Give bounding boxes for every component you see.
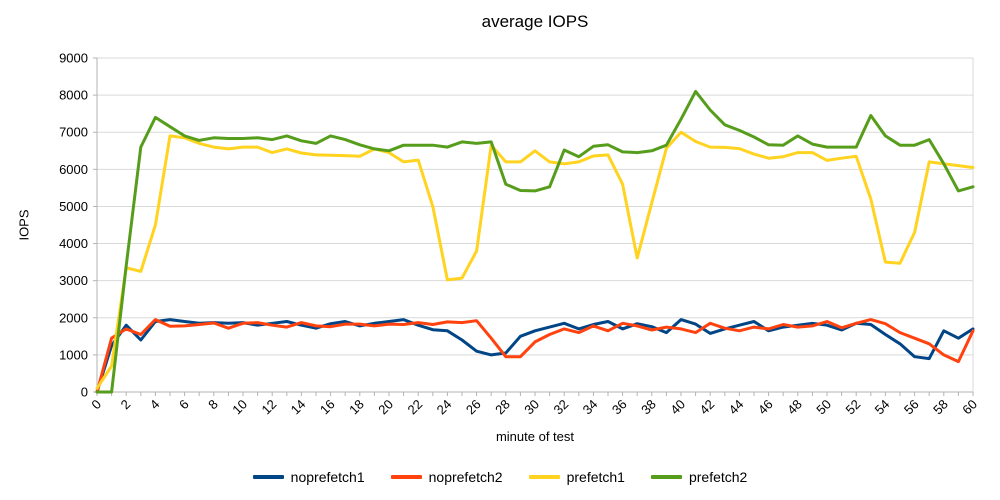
x-tick-label: 6 xyxy=(176,397,192,413)
legend-label-prefetch1: prefetch1 xyxy=(566,469,625,485)
x-tick-label: 46 xyxy=(755,397,776,418)
x-tick-label: 58 xyxy=(930,397,951,418)
x-tick-label: 32 xyxy=(550,397,571,418)
x-tick-label: 48 xyxy=(784,397,805,418)
x-tick-label: 4 xyxy=(147,397,163,413)
x-tick-label: 30 xyxy=(521,397,542,418)
y-tick-label: 0 xyxy=(81,385,88,400)
x-tick-label: 54 xyxy=(872,397,893,418)
x-tick-label: 16 xyxy=(317,397,338,418)
x-tick-label: 12 xyxy=(258,397,279,418)
legend-item-noprefetch2: noprefetch2 xyxy=(390,469,503,485)
x-tick-label: 8 xyxy=(205,397,221,413)
y-tick-label: 8000 xyxy=(59,88,88,103)
x-tick-label: 2 xyxy=(118,397,134,413)
x-tick-label: 34 xyxy=(580,397,601,418)
y-tick-label: 4000 xyxy=(59,236,88,251)
y-tick-label: 9000 xyxy=(59,51,88,66)
series-line-noprefetch2 xyxy=(95,318,975,394)
x-tick-label: 50 xyxy=(813,397,834,418)
x-tick-label: 52 xyxy=(842,397,863,418)
x-tick-label: 26 xyxy=(463,397,484,418)
chart-title: average IOPS xyxy=(481,12,589,31)
x-tick-label: 60 xyxy=(959,397,980,418)
x-tick-label: 24 xyxy=(434,397,455,418)
x-tick-label: 56 xyxy=(901,397,922,418)
legend-item-noprefetch1: noprefetch1 xyxy=(252,469,365,485)
y-tick-label: 6000 xyxy=(59,162,88,177)
x-axis-title: minute of test xyxy=(495,429,575,444)
x-tick-label: 42 xyxy=(696,397,717,418)
legend-label-prefetch2: prefetch2 xyxy=(688,469,748,485)
y-tick-label: 3000 xyxy=(59,273,88,288)
legend-swatch-noprefetch1 xyxy=(252,475,284,479)
x-tick-label: 0 xyxy=(88,397,104,413)
series-line-prefetch1 xyxy=(95,130,975,390)
y-tick-label: 7000 xyxy=(59,125,88,140)
series-line-noprefetch1 xyxy=(95,318,975,394)
y-tick-label: 5000 xyxy=(59,199,88,214)
series-line-prefetch2 xyxy=(95,89,975,394)
legend-label-noprefetch1: noprefetch1 xyxy=(290,469,365,485)
x-tick-label: 10 xyxy=(229,397,250,418)
x-tick-label: 14 xyxy=(288,397,309,418)
x-tick-label: 36 xyxy=(609,397,630,418)
x-tick-label: 44 xyxy=(726,397,747,418)
legend-item-prefetch2: prefetch2 xyxy=(650,469,748,485)
x-tick-label: 40 xyxy=(667,397,688,418)
x-tick-label: 20 xyxy=(375,397,396,418)
x-tick-label: 28 xyxy=(492,397,513,418)
legend-swatch-prefetch1 xyxy=(528,475,560,479)
x-tick-label: 18 xyxy=(346,397,367,418)
y-tick-label: 1000 xyxy=(59,347,88,362)
legend-swatch-noprefetch2 xyxy=(390,475,422,479)
legend-item-prefetch1: prefetch1 xyxy=(528,469,625,485)
x-tick-label: 38 xyxy=(638,397,659,418)
legend-label-noprefetch2: noprefetch2 xyxy=(428,469,503,485)
legend-swatch-prefetch2 xyxy=(650,475,682,479)
x-tick-label: 22 xyxy=(404,397,425,418)
legend: noprefetch1 noprefetch2 prefetch1 prefetch2 xyxy=(0,469,1000,485)
y-tick-label: 2000 xyxy=(59,310,88,325)
